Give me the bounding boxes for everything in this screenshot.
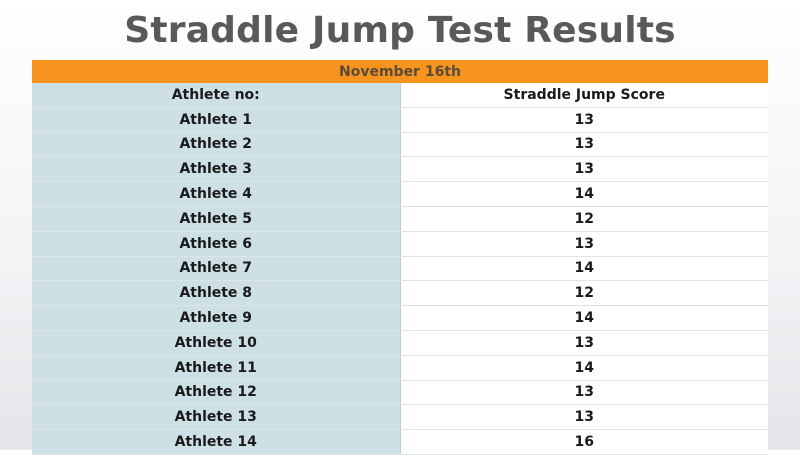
- score-cell: 13: [400, 231, 768, 257]
- column-header-row: Athlete no: Straddle Jump Score: [32, 83, 768, 108]
- table-row: Athlete 5 12: [32, 206, 768, 232]
- athlete-cell: Athlete 12: [32, 380, 401, 406]
- date-header: November 16th: [32, 60, 768, 83]
- header-athlete-no: Athlete no:: [32, 83, 401, 108]
- table-row: Athlete 6 13: [32, 231, 768, 257]
- athlete-cell: Athlete 8: [32, 280, 401, 307]
- athlete-cell: Athlete 3: [32, 156, 401, 183]
- header-score: Straddle Jump Score: [400, 83, 768, 108]
- athlete-cell: Athlete 9: [32, 305, 401, 331]
- score-cell: 13: [400, 330, 768, 356]
- score-cell: 13: [400, 156, 768, 183]
- athlete-cell: Athlete 2: [32, 132, 401, 158]
- athlete-cell: Athlete 7: [32, 256, 401, 282]
- athlete-cell: Athlete 1: [32, 107, 401, 133]
- score-cell: 14: [400, 355, 768, 381]
- table-row: Athlete 3 13: [32, 156, 768, 183]
- athlete-cell: Athlete 5: [32, 206, 401, 232]
- table-row: Athlete 14 16: [32, 429, 768, 455]
- table-row: Athlete 10 13: [32, 330, 768, 356]
- table-row: Athlete 8 12: [32, 280, 768, 307]
- table-row: Athlete 13 13: [32, 404, 768, 431]
- score-cell: 13: [400, 132, 768, 158]
- score-cell: 14: [400, 305, 768, 331]
- athlete-cell: Athlete 14: [32, 429, 401, 455]
- table-row: Athlete 7 14: [32, 256, 768, 282]
- athlete-cell: Athlete 10: [32, 330, 401, 356]
- athlete-cell: Athlete 11: [32, 355, 401, 381]
- slide-title: Straddle Jump Test Results: [124, 10, 676, 51]
- score-cell: 13: [400, 380, 768, 406]
- table-row: Athlete 4 14: [32, 181, 768, 207]
- table-row: Athlete 2 13: [32, 132, 768, 158]
- score-cell: 12: [400, 206, 768, 232]
- score-cell: 13: [400, 404, 768, 431]
- table-row: Athlete 1 13: [32, 107, 768, 133]
- score-cell: 14: [400, 181, 768, 207]
- score-cell: 12: [400, 280, 768, 307]
- table-row: Athlete 11 14: [32, 355, 768, 381]
- table-row: Athlete 9 14: [32, 305, 768, 331]
- athlete-cell: Athlete 6: [32, 231, 401, 257]
- table-row: Athlete 12 13: [32, 380, 768, 406]
- athlete-cell: Athlete 4: [32, 181, 401, 207]
- results-table: November 16th Athlete no: Straddle Jump …: [32, 60, 768, 455]
- score-cell: 14: [400, 256, 768, 282]
- date-row: November 16th: [32, 60, 768, 83]
- score-cell: 16: [400, 429, 768, 455]
- athlete-cell: Athlete 13: [32, 404, 401, 431]
- score-cell: 13: [400, 107, 768, 133]
